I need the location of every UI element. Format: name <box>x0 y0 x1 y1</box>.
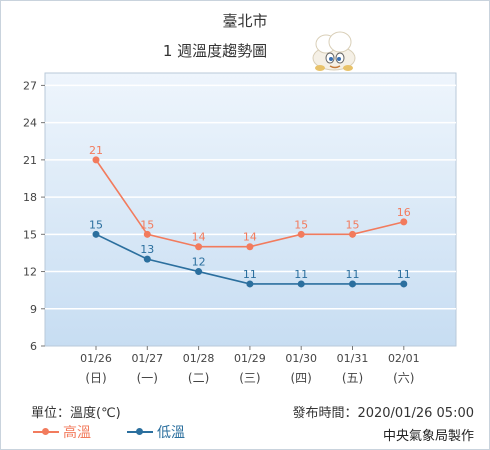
point-low-4 <box>297 280 305 288</box>
x-tick-label-0: 01/26 <box>80 352 112 365</box>
data-label-high-2: 14 <box>192 231 206 244</box>
y-axis: 6 9 12 15 18 21 24 27 <box>23 79 45 353</box>
legend-item-high: 高溫 <box>33 422 91 442</box>
data-label-low-3: 11 <box>243 268 257 281</box>
legend-item-low: 低溫 <box>127 422 185 442</box>
point-low-0 <box>92 230 100 238</box>
x-tick-label-4: 01/30 <box>285 352 317 365</box>
legend-label-high: 高溫 <box>63 425 91 441</box>
data-label-high-6: 16 <box>397 206 411 219</box>
y-tick-label-9: 9 <box>30 303 37 316</box>
point-high-6 <box>400 218 408 226</box>
unit-label: 單位：溫度(℃) <box>31 406 121 421</box>
data-label-high-0: 21 <box>89 144 103 157</box>
point-high-1 <box>143 230 151 238</box>
plot-area <box>44 72 457 347</box>
x-tick-label-5: 01/31 <box>337 352 369 365</box>
data-label-low-6: 11 <box>397 268 411 281</box>
x-tick-label-1: 01/27 <box>131 352 163 365</box>
x-tick-sublabel-3: (三) <box>239 371 260 385</box>
x-tick-sublabel-1: (一) <box>137 371 158 385</box>
x-tick-label-2: 01/28 <box>183 352 215 365</box>
point-high-2 <box>195 243 203 251</box>
x-tick-sublabel-6: (六) <box>393 371 414 385</box>
y-tick-label-24: 24 <box>23 117 37 130</box>
point-high-5 <box>349 230 356 238</box>
grid-lines <box>45 84 456 310</box>
data-label-low-1: 13 <box>140 243 154 256</box>
data-label-low-0: 15 <box>89 218 103 231</box>
point-high-0 <box>92 156 100 164</box>
y-tick-label-18: 18 <box>23 191 37 204</box>
x-axis: 01/26 (日) 01/27 (一) 01/28 (二) 01/29 (三) 01/30 (四)… <box>80 346 420 385</box>
x-tick-sublabel-2: (二) <box>188 371 209 385</box>
data-label-high-5: 15 <box>346 218 360 231</box>
legend-swatch-high <box>33 427 59 437</box>
x-tick-label-3: 01/29 <box>234 352 266 365</box>
y-tick-label-6: 6 <box>30 340 37 353</box>
x-tick-label-6: 02/01 <box>388 352 420 365</box>
agency-label: 中央氣象局製作 <box>382 429 474 444</box>
data-label-low-2: 12 <box>192 256 206 269</box>
legend-swatch-low <box>127 427 153 437</box>
chart-subtitle: 1 週溫度趨勢圖 <box>162 42 268 60</box>
data-label-low-4: 11 <box>294 268 308 281</box>
data-label-high-3: 14 <box>243 231 257 244</box>
y-tick-label-15: 15 <box>23 228 37 241</box>
point-low-1 <box>143 255 151 263</box>
y-tick-label-27: 27 <box>23 79 37 92</box>
point-low-3 <box>246 280 254 288</box>
data-label-high-1: 15 <box>140 218 154 231</box>
point-low-2 <box>195 268 203 276</box>
point-high-4 <box>297 230 305 238</box>
chart-title: 臺北市 <box>222 12 268 30</box>
series-group: 21 15 14 14 15 15 16 15 13 12 11 11 11 11 <box>89 144 411 288</box>
x-tick-sublabel-4: (四) <box>291 371 312 385</box>
x-tick-sublabel-5: (五) <box>342 371 363 385</box>
y-tick-label-21: 21 <box>23 154 37 167</box>
point-low-6 <box>400 280 408 288</box>
legend-label-low: 低溫 <box>157 425 185 441</box>
x-tick-sublabel-0: (日) <box>85 371 106 385</box>
cloud-mascot-icon <box>312 31 356 71</box>
data-label-low-5: 11 <box>346 268 360 281</box>
issued-time: 發布時間：2020/01/26 05:00 <box>292 406 474 421</box>
y-tick-label-12: 12 <box>23 266 37 279</box>
point-high-3 <box>246 243 254 251</box>
point-low-5 <box>349 280 356 288</box>
data-label-high-4: 15 <box>294 218 308 231</box>
